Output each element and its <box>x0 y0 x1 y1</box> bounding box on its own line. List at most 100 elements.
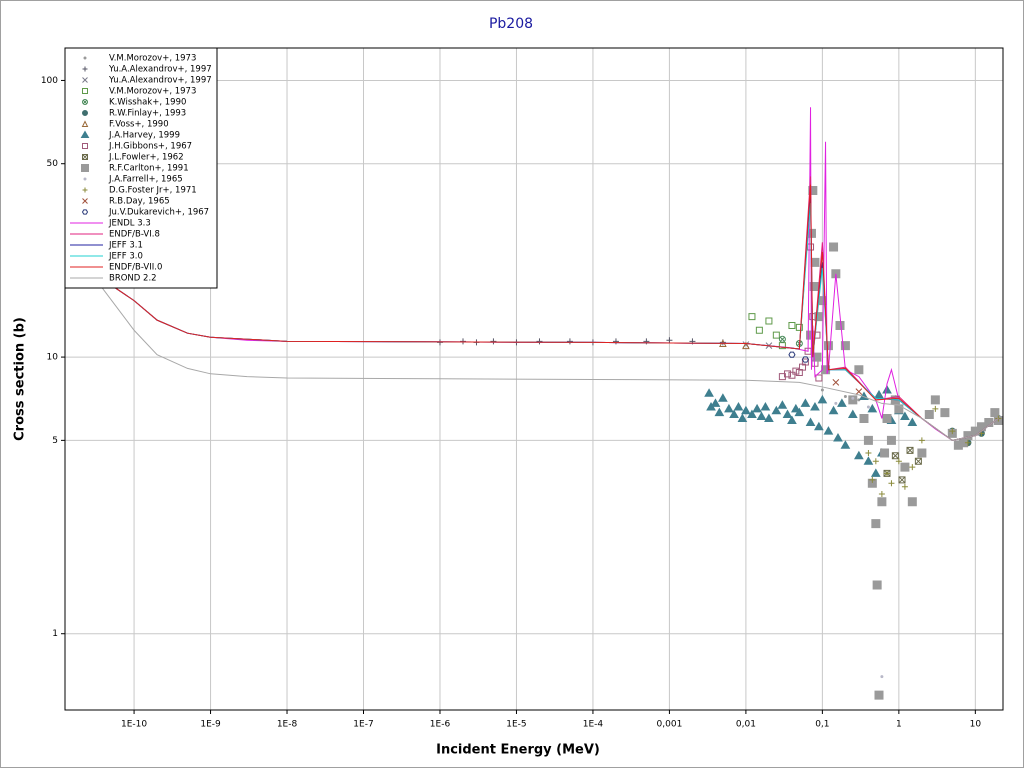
data-point <box>863 435 873 445</box>
data-point <box>833 432 843 442</box>
data-point <box>704 388 714 397</box>
legend-label: J.A.Farrell+, 1965 <box>108 175 183 185</box>
data-point <box>801 358 809 366</box>
data-point <box>907 417 918 427</box>
legend-label: K.Wisshak+, 1990 <box>109 98 186 108</box>
data-point <box>877 497 887 507</box>
legend-label: Yu.A.Alexandrov+, 1997 <box>108 76 212 86</box>
data-point <box>834 401 838 405</box>
x-tick-label: 0,1 <box>815 720 829 730</box>
legend-marker <box>82 88 88 94</box>
legend-label: ENDF/B-VI.8 <box>109 230 160 240</box>
data-point <box>815 374 823 382</box>
data-point <box>788 322 796 330</box>
data-point <box>874 690 884 700</box>
data-point <box>854 365 864 375</box>
legend-marker <box>82 154 88 160</box>
legend-label: R.F.Carlton+, 1991 <box>109 164 189 174</box>
data-point <box>748 313 756 321</box>
legend-label: ENDF/B-VII.0 <box>109 263 162 273</box>
legend-marker <box>82 99 89 105</box>
data-point <box>777 400 788 409</box>
data-point <box>737 413 748 422</box>
series-line <box>65 184 999 441</box>
data-point <box>790 403 801 413</box>
data-point <box>995 415 1002 422</box>
data-point <box>784 370 792 378</box>
data-point <box>612 338 619 345</box>
data-point <box>882 385 892 394</box>
data-point <box>760 401 771 411</box>
data-point <box>878 490 885 497</box>
data-point <box>765 317 773 325</box>
data-point <box>882 413 892 423</box>
legend-label: BROND 2.2 <box>109 274 157 284</box>
data-point <box>866 405 870 409</box>
data-point <box>747 409 757 419</box>
legend-label: Yu.A.Alexandrov+, 1997 <box>108 65 212 75</box>
x-tick-label: 1E-5 <box>506 720 526 730</box>
legend-label: R.W.Finlay+, 1993 <box>109 109 186 119</box>
chart-title: Pb208 <box>489 16 533 32</box>
legend-label: J.H.Gibbons+, 1967 <box>108 142 192 152</box>
data-point <box>867 403 878 413</box>
data-point <box>778 373 786 381</box>
legend-box <box>64 47 218 289</box>
legend-label: J.L.Fowler+, 1962 <box>108 153 184 163</box>
x-tick-label: 1E-9 <box>200 720 221 730</box>
x-tick-label: 1E-6 <box>430 720 451 730</box>
y-tick-label: 50 <box>47 159 59 169</box>
data-point <box>817 394 828 404</box>
data-point <box>874 389 884 399</box>
legend-marker <box>82 187 88 193</box>
data-point <box>837 398 847 407</box>
legend-label: R.B.Day, 1965 <box>109 197 170 207</box>
data-point <box>460 338 467 345</box>
data-point <box>898 476 906 484</box>
data-point <box>787 415 797 424</box>
data-point <box>851 396 855 400</box>
data-point <box>886 435 896 445</box>
data-point <box>810 257 820 267</box>
data-point <box>792 367 800 375</box>
data-point <box>756 411 767 420</box>
plot-border <box>64 47 1004 711</box>
legend-label: V.M.Morozov+, 1973 <box>109 54 196 64</box>
data-point <box>799 363 807 371</box>
data-point <box>894 404 904 414</box>
data-point <box>867 478 877 488</box>
x-axis-label: Incident Energy (MeV) <box>436 743 600 758</box>
legend-label: Ju.V.Dukarevich+, 1967 <box>108 208 209 218</box>
data-point <box>788 351 796 358</box>
y-tick-label: 1 <box>52 629 58 639</box>
data-point <box>794 407 805 417</box>
data-point <box>976 422 986 432</box>
data-point <box>823 426 834 435</box>
legend-label: JEFF 3.0 <box>108 252 143 262</box>
data-point <box>930 395 940 405</box>
data-point <box>907 497 917 507</box>
legend-label: JEFF 3.1 <box>108 241 143 251</box>
x-tick-label: 1E-7 <box>353 720 373 730</box>
data-point <box>884 470 891 477</box>
data-point <box>710 398 721 407</box>
y-tick-label: 10 <box>47 353 59 363</box>
data-point <box>906 446 914 454</box>
x-tick-label: 0,001 <box>657 720 683 730</box>
data-point <box>795 368 803 376</box>
legend-marker <box>82 198 88 204</box>
data-point <box>901 483 908 490</box>
legend-label: JENDL 3.3 <box>108 219 151 229</box>
data-point <box>848 395 858 405</box>
data-point <box>782 409 793 419</box>
data-point <box>814 421 824 431</box>
data-point <box>870 468 881 477</box>
data-point <box>909 464 916 471</box>
data-point <box>733 401 744 411</box>
legend-label: J.A.Harvey, 1999 <box>108 131 180 141</box>
legend-label: V.M.Morozov+, 1973 <box>109 87 196 97</box>
data-point <box>832 379 840 386</box>
data-point <box>800 398 811 407</box>
y-tick-label: 5 <box>52 436 58 446</box>
data-point <box>755 326 763 334</box>
